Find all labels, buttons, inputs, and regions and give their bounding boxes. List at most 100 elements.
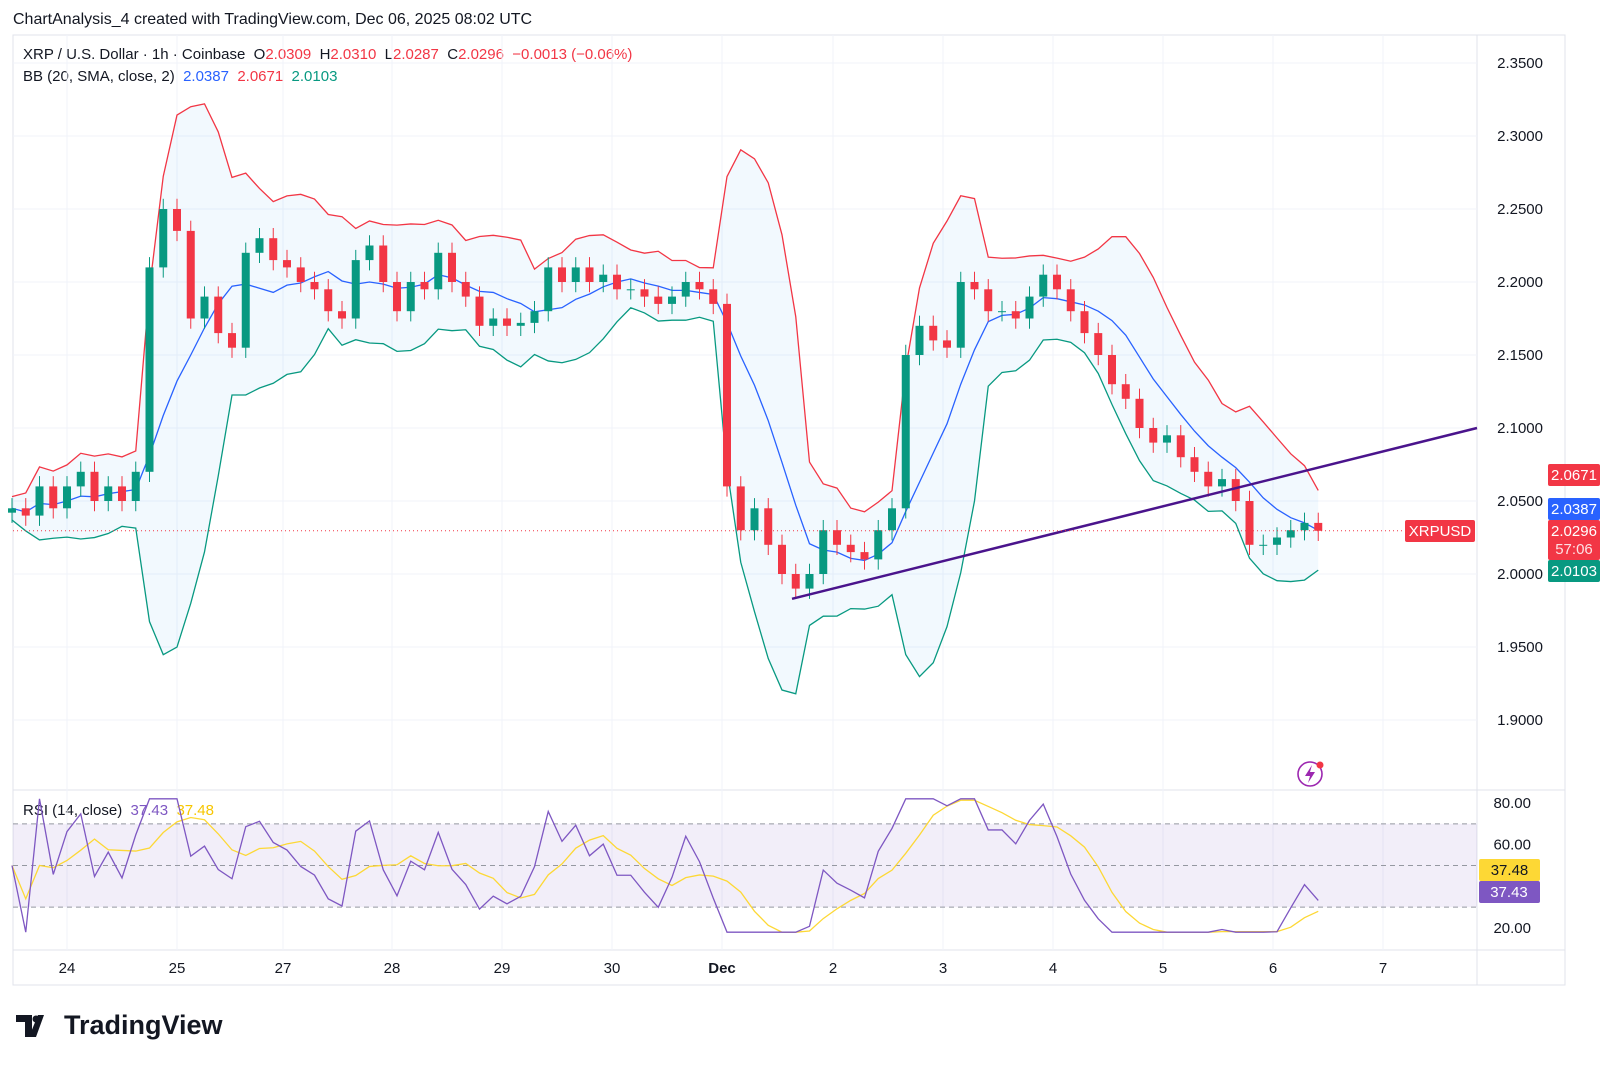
candle-body [998, 311, 1006, 313]
candle-body [1094, 333, 1103, 355]
candle-body [351, 260, 360, 319]
candle-body [1204, 471, 1213, 487]
candle-body [709, 289, 718, 304]
candle [1094, 322, 1103, 366]
candle-body [393, 282, 401, 312]
candle [1259, 534, 1268, 556]
candle-body [1039, 274, 1048, 297]
symbol-legend[interactable]: XRP / U.S. Dollar · 1h · Coinbase O2.030… [23, 46, 632, 63]
candle-body [860, 552, 869, 560]
candle [310, 271, 319, 300]
candle [819, 519, 828, 585]
candle [145, 257, 154, 483]
candle-body [461, 282, 470, 297]
candle-body [379, 245, 388, 282]
candle-body [90, 471, 99, 501]
rsi-ma-value: 37.48 [176, 802, 214, 819]
candle-body [475, 296, 484, 326]
x-tick-label: 5 [1159, 960, 1167, 977]
change-value: −0.0013 (−0.06%) [512, 46, 633, 63]
bb-upper-line [11, 103, 1319, 513]
candle [241, 242, 250, 358]
candle [1149, 417, 1158, 453]
candle-body [1121, 384, 1130, 399]
candle-body [1108, 355, 1116, 385]
bb-basis-value: 2.0387 [183, 68, 229, 85]
candle-body [1080, 311, 1089, 334]
candle [929, 315, 938, 351]
candle [516, 312, 525, 337]
bb-lower-value: 2.0103 [291, 68, 338, 85]
candle-body [434, 252, 443, 290]
candle-body [819, 530, 828, 574]
price-tick-label: 1.9500 [1497, 639, 1543, 656]
candle [613, 264, 621, 300]
candle-body [599, 274, 608, 282]
candle [255, 227, 264, 264]
candle [200, 286, 209, 329]
candle-body [503, 318, 511, 326]
bb-fill [12, 103, 1319, 694]
bb-legend[interactable]: BB (20, SMA, close, 2) 2.0387 2.0671 2.0… [23, 68, 337, 85]
bb-basis-badge: 2.0387 [1548, 498, 1600, 520]
candle-body [516, 322, 525, 326]
rsi-legend[interactable]: RSI (14, close) 37.43 37.48 [23, 802, 214, 819]
candle [668, 286, 676, 315]
candle-body [956, 282, 965, 348]
bb-upper-badge-bg [1548, 464, 1600, 486]
candle [338, 300, 346, 329]
candle-body [571, 267, 580, 282]
candle-body [558, 267, 566, 282]
rsi-ma-badge: 37.48 [1479, 859, 1540, 881]
lightning-icon[interactable] [1297, 761, 1324, 787]
x-tick-label: Dec [708, 960, 736, 977]
price-chart[interactable]: 24 25 27 28 29 30 Dec 2 3 4 5 6 7 2.3500 2.3000 2.2500 2… [0, 0, 1600, 1000]
candle-body [640, 289, 649, 297]
candle [943, 330, 951, 358]
candle [860, 541, 869, 570]
candle-body [1190, 457, 1199, 472]
candle-body [1163, 435, 1171, 443]
candle-body [241, 252, 250, 348]
candle-body [681, 282, 690, 297]
x-tick-label: 7 [1379, 960, 1387, 977]
x-tick-label: 25 [169, 960, 186, 977]
candle-body [585, 267, 594, 282]
candle [1121, 373, 1130, 410]
tradingview-logo[interactable]: TradingView [16, 1010, 223, 1041]
candle-body [338, 311, 346, 319]
bb-lower-badge: 2.0103 [1548, 560, 1600, 582]
candle-body [888, 508, 896, 531]
candle [1273, 527, 1281, 556]
candle [1135, 388, 1144, 439]
candle [1190, 446, 1199, 483]
close-label: C [447, 46, 459, 63]
candle [984, 279, 993, 322]
bb-upper-badge: 2.0671 [1548, 464, 1600, 486]
candle-body [489, 318, 498, 326]
close-value: 2.0296 [458, 46, 504, 63]
rsi-ma-badge-text: 37.48 [1491, 862, 1529, 879]
candle [159, 198, 168, 278]
candle [846, 534, 855, 563]
candle-body [1025, 296, 1034, 319]
candle-body [1053, 274, 1061, 290]
candle [723, 293, 731, 497]
low-label: L [384, 46, 393, 63]
price-tick-label: 2.1000 [1497, 420, 1543, 437]
candle-body [200, 296, 209, 319]
candle-body [49, 486, 58, 509]
candle [1080, 300, 1089, 344]
candle [1066, 279, 1075, 322]
candle-body [1286, 530, 1295, 538]
rsi-line [11, 798, 1319, 933]
candle-body [915, 325, 924, 355]
candle [35, 476, 44, 526]
rsi-badge-bg [1479, 881, 1540, 903]
candle-body [626, 289, 635, 291]
bb-basis-line [11, 270, 1319, 562]
candle [791, 563, 800, 599]
x-tick-label: 4 [1049, 960, 1057, 977]
x-tick-label: 6 [1269, 960, 1277, 977]
candle [104, 476, 113, 512]
